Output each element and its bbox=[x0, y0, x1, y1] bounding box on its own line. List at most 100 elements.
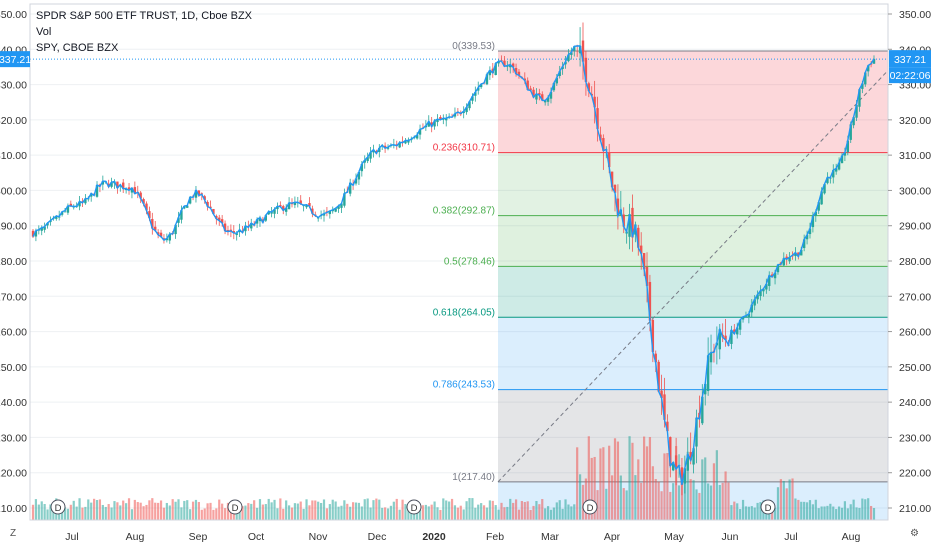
candle-body bbox=[765, 284, 768, 290]
volume-bar bbox=[232, 509, 235, 520]
y-tick-label-left: 260.00 bbox=[0, 327, 27, 339]
volume-bar bbox=[264, 504, 267, 520]
candle-body bbox=[203, 196, 206, 200]
svg-text:D: D bbox=[765, 503, 772, 514]
volume-bar bbox=[372, 500, 375, 520]
volume-bar bbox=[724, 471, 727, 520]
volume-bar bbox=[296, 503, 299, 520]
volume-bar bbox=[84, 506, 87, 520]
candle-body bbox=[348, 182, 352, 194]
volume-bar bbox=[736, 503, 739, 520]
candle-body bbox=[122, 182, 125, 189]
volume-bar bbox=[340, 505, 343, 520]
candle-body bbox=[255, 219, 259, 224]
volume-bar bbox=[680, 480, 684, 520]
candle-body bbox=[663, 394, 666, 420]
candle-body bbox=[573, 46, 576, 51]
candle-body bbox=[235, 233, 238, 236]
candle-body bbox=[31, 230, 35, 237]
dividend-marker[interactable]: D bbox=[760, 499, 776, 515]
x-tick-label: Dec bbox=[368, 531, 387, 543]
volume-bar bbox=[209, 502, 212, 520]
volume-bar bbox=[771, 508, 774, 520]
candle-body bbox=[488, 70, 492, 76]
trend-line[interactable] bbox=[497, 70, 889, 483]
volume-bar bbox=[238, 506, 241, 520]
volume-bar bbox=[363, 499, 366, 520]
settings-icon[interactable]: ⚙ bbox=[910, 528, 919, 539]
volume-bar bbox=[384, 507, 387, 520]
volume-bar bbox=[442, 498, 445, 520]
candle-body bbox=[366, 157, 369, 162]
candle-body bbox=[849, 124, 852, 140]
volume-bar bbox=[811, 504, 814, 520]
volume-bar bbox=[610, 475, 614, 520]
candle-body bbox=[156, 232, 160, 235]
volume-bar bbox=[375, 498, 378, 520]
volume-bar bbox=[535, 500, 538, 520]
volume-bar bbox=[718, 484, 721, 520]
volume-bar bbox=[253, 500, 256, 520]
countdown-badge: 02:22:06 bbox=[889, 67, 931, 84]
volume-bar bbox=[456, 507, 459, 520]
volume-bar bbox=[805, 502, 809, 520]
candle-body bbox=[852, 117, 855, 126]
candle-body bbox=[485, 74, 489, 85]
volume-bar bbox=[31, 504, 35, 520]
volume-bar bbox=[381, 507, 384, 520]
candle-body bbox=[704, 383, 707, 395]
candle-body bbox=[43, 226, 46, 230]
candle-body bbox=[666, 421, 669, 432]
dividend-marker[interactable]: D bbox=[406, 499, 422, 515]
candle-body bbox=[552, 82, 556, 91]
y-tick-label-left: 250.00 bbox=[0, 362, 27, 374]
candle-body bbox=[549, 91, 553, 99]
candle-body bbox=[404, 140, 407, 144]
candle-body bbox=[645, 266, 649, 286]
candle-body bbox=[607, 152, 611, 168]
candle-body bbox=[474, 92, 477, 96]
volume-bar bbox=[701, 459, 704, 520]
candle-body bbox=[148, 211, 151, 219]
volume-bar bbox=[180, 507, 183, 520]
candle-body bbox=[826, 177, 829, 184]
candle-body bbox=[284, 207, 288, 212]
candle-body bbox=[311, 208, 314, 214]
volume-bar bbox=[186, 500, 189, 520]
volume-bar bbox=[212, 509, 215, 520]
volume-bar bbox=[189, 509, 192, 520]
candle-body bbox=[602, 138, 605, 151]
volume-bar bbox=[465, 501, 468, 520]
candle-body bbox=[453, 113, 457, 117]
dividend-marker[interactable]: D bbox=[582, 499, 598, 515]
candle-body bbox=[66, 205, 70, 213]
volume-bar bbox=[354, 502, 358, 520]
candle-body bbox=[186, 205, 189, 208]
volume-bar bbox=[433, 501, 436, 520]
volume-bar bbox=[843, 501, 846, 520]
dividend-marker[interactable]: D bbox=[50, 499, 66, 515]
volume-bar bbox=[203, 508, 206, 520]
volume-bar bbox=[421, 505, 425, 520]
candle-body bbox=[773, 272, 777, 279]
volume-bar bbox=[276, 508, 279, 520]
candle-body bbox=[468, 101, 471, 109]
candle-body bbox=[60, 211, 64, 215]
candle-body bbox=[354, 178, 358, 184]
timezone-button[interactable]: Z bbox=[10, 528, 17, 539]
candle-body bbox=[756, 294, 759, 300]
y-tick-label: 290.00 bbox=[899, 221, 931, 233]
x-tick-label: Aug bbox=[842, 531, 861, 543]
candle-body bbox=[194, 190, 198, 198]
candle-body bbox=[279, 205, 282, 207]
volume-bar bbox=[596, 490, 599, 520]
svg-text:337.21: 337.21 bbox=[894, 54, 926, 66]
y-tick-label-left: 290.00 bbox=[0, 221, 27, 233]
volume-bar bbox=[37, 504, 40, 520]
dividend-marker[interactable]: D bbox=[227, 499, 243, 515]
volume-bar bbox=[619, 475, 622, 520]
volume-bar bbox=[704, 457, 707, 520]
volume-bar bbox=[197, 501, 200, 520]
candle-body bbox=[616, 198, 620, 216]
